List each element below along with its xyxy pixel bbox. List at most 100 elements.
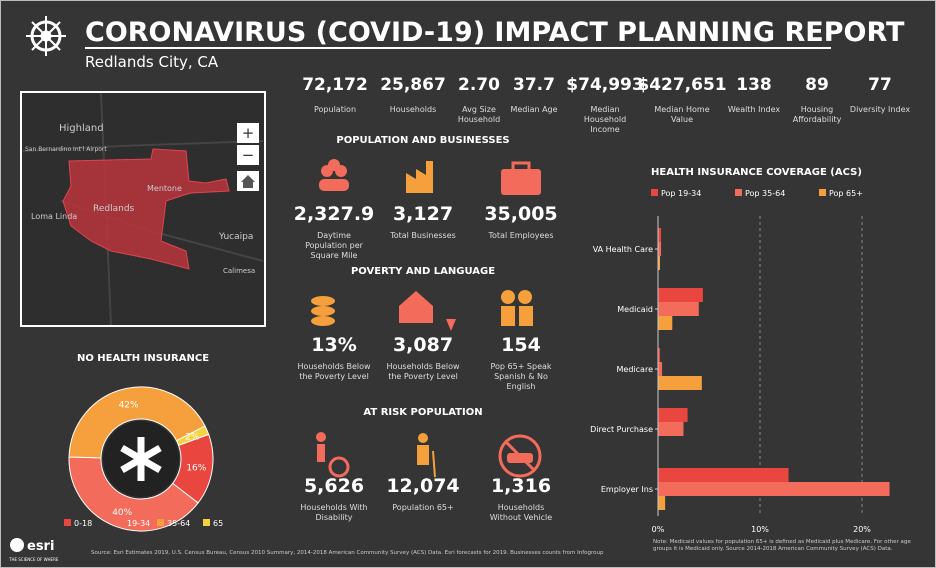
legend-label: Pop 19-34 — [661, 189, 701, 198]
map-label: Mentone — [147, 184, 182, 193]
section-icons — [311, 159, 542, 478]
stat-label: Households — [389, 105, 437, 114]
section-value: 1,316 — [490, 475, 552, 497]
section-label: Population 65+ — [392, 503, 454, 512]
bar — [658, 408, 688, 422]
section-label: Daytime Population per Square Mile — [305, 231, 363, 260]
bar — [658, 362, 663, 376]
bar — [658, 496, 666, 510]
zoom-in[interactable]: + — [242, 124, 255, 142]
stat-value: $74,993 — [566, 75, 644, 95]
legend-swatch — [64, 519, 71, 526]
bar — [658, 482, 890, 496]
section-value: 13% — [311, 334, 357, 356]
slice-label: 42% — [119, 400, 139, 410]
zoom-out[interactable]: − — [242, 146, 255, 164]
esri-logo — [10, 538, 24, 552]
slice-label: 40% — [112, 508, 132, 518]
map-label: Yucaipa — [218, 232, 253, 242]
section-label: Households Below the Poverty Level — [297, 362, 371, 381]
section-label: Households Without Vehicle — [489, 503, 553, 522]
subtitle: Redlands City, CA — [85, 53, 219, 71]
section-value: 3,127 — [392, 203, 454, 225]
legend-label: Pop 65+ — [829, 189, 863, 198]
slice-label: 2% — [185, 433, 200, 443]
section-title: AT RISK POPULATION — [363, 407, 483, 418]
section-value: 5,626 — [303, 475, 365, 497]
stat-value: 37.7 — [513, 75, 555, 95]
stat-value: 89 — [805, 75, 829, 95]
bar — [658, 422, 684, 436]
map-label: San Bernardino Int'l Airport — [25, 146, 107, 153]
stat-label: Median Home Value — [654, 105, 710, 124]
bar — [658, 256, 661, 270]
legend-swatch — [157, 519, 164, 526]
stat-label: Population — [313, 105, 357, 114]
logo-icon — [26, 16, 66, 56]
section-label: Total Employees — [488, 231, 554, 240]
legend-swatch — [117, 519, 124, 526]
donut-slice — [68, 456, 199, 532]
section-value: 3,087 — [392, 334, 454, 356]
chart-note: Note: Medicaid values for population 65+… — [653, 539, 911, 552]
stat-label: Median Age — [510, 105, 558, 114]
map-label: Highland — [59, 123, 104, 134]
bar — [658, 376, 702, 390]
logo-text: esri — [27, 539, 54, 554]
stat-value: $427,651 — [637, 75, 727, 95]
legend-label: 65 — [213, 519, 223, 528]
section-label: Households Below the Poverty Level — [386, 362, 460, 381]
stat-value: 72,172 — [302, 75, 368, 95]
legend-label: 35-64 — [167, 519, 190, 528]
donut-slice — [175, 425, 210, 446]
x-tick-label: 20% — [853, 525, 871, 534]
stat-label: Avg Size Household — [457, 105, 501, 124]
bar — [658, 316, 673, 330]
stat-value: 2.70 — [458, 75, 500, 95]
bar — [658, 242, 662, 256]
stat-label: Diversity Index — [849, 105, 911, 114]
source: Source: Esri Estimates 2019, U.S. Census… — [91, 550, 604, 556]
bar — [658, 288, 703, 302]
y-tick-label: Medicare — [617, 365, 654, 374]
section-title: POVERTY AND LANGUAGE — [350, 266, 496, 277]
y-tick-label: Employer Ins — [601, 485, 653, 494]
legend-label: Pop 35-64 — [745, 189, 785, 198]
section-value: 2,327.9 — [293, 203, 375, 225]
y-tick-label: Medicaid — [617, 305, 653, 314]
logo-tagline: THE SCIENCE OF WHERE — [8, 557, 59, 562]
stat-value: 25,867 — [380, 75, 446, 95]
bar — [658, 348, 661, 362]
legend-swatch — [651, 189, 658, 196]
stat-label: Median Household Income — [583, 105, 627, 134]
section-label: Total Businesses — [390, 231, 456, 240]
stat-value: 138 — [736, 75, 772, 95]
title: CORONAVIRUS (COVID-19) IMPACT PLANNING R… — [85, 17, 905, 48]
map-label: Calimesa — [223, 267, 255, 275]
legend-swatch — [819, 189, 826, 196]
section-title: POPULATION AND BUSINESSES — [336, 135, 510, 146]
legend-label: 19-34 — [127, 519, 150, 528]
x-tick-label: 10% — [751, 525, 769, 534]
legend-label: 0-18 — [74, 519, 92, 528]
stat-label: Wealth Index — [727, 105, 781, 114]
medical-icon — [120, 437, 162, 481]
section-label: Households With Disability — [300, 503, 368, 522]
chart-title: NO HEALTH INSURANCE — [77, 353, 209, 364]
y-tick-label: VA Health Care — [593, 245, 653, 254]
map — [20, 91, 266, 327]
slice-label: 16% — [186, 464, 206, 474]
stat-label: Housing Affordability — [792, 105, 842, 124]
section-value: 35,005 — [484, 203, 558, 225]
legend-swatch — [735, 189, 742, 196]
y-tick-label: Direct Purchase — [590, 425, 653, 434]
section-value: 12,074 — [386, 475, 460, 497]
bar — [658, 228, 662, 242]
map-label: Loma Linda — [31, 212, 77, 221]
stat-value: 77 — [868, 75, 892, 95]
bar — [658, 468, 789, 482]
bar — [658, 302, 699, 316]
section-label: Pop 65+ Speak Spanish & No English — [490, 362, 552, 391]
